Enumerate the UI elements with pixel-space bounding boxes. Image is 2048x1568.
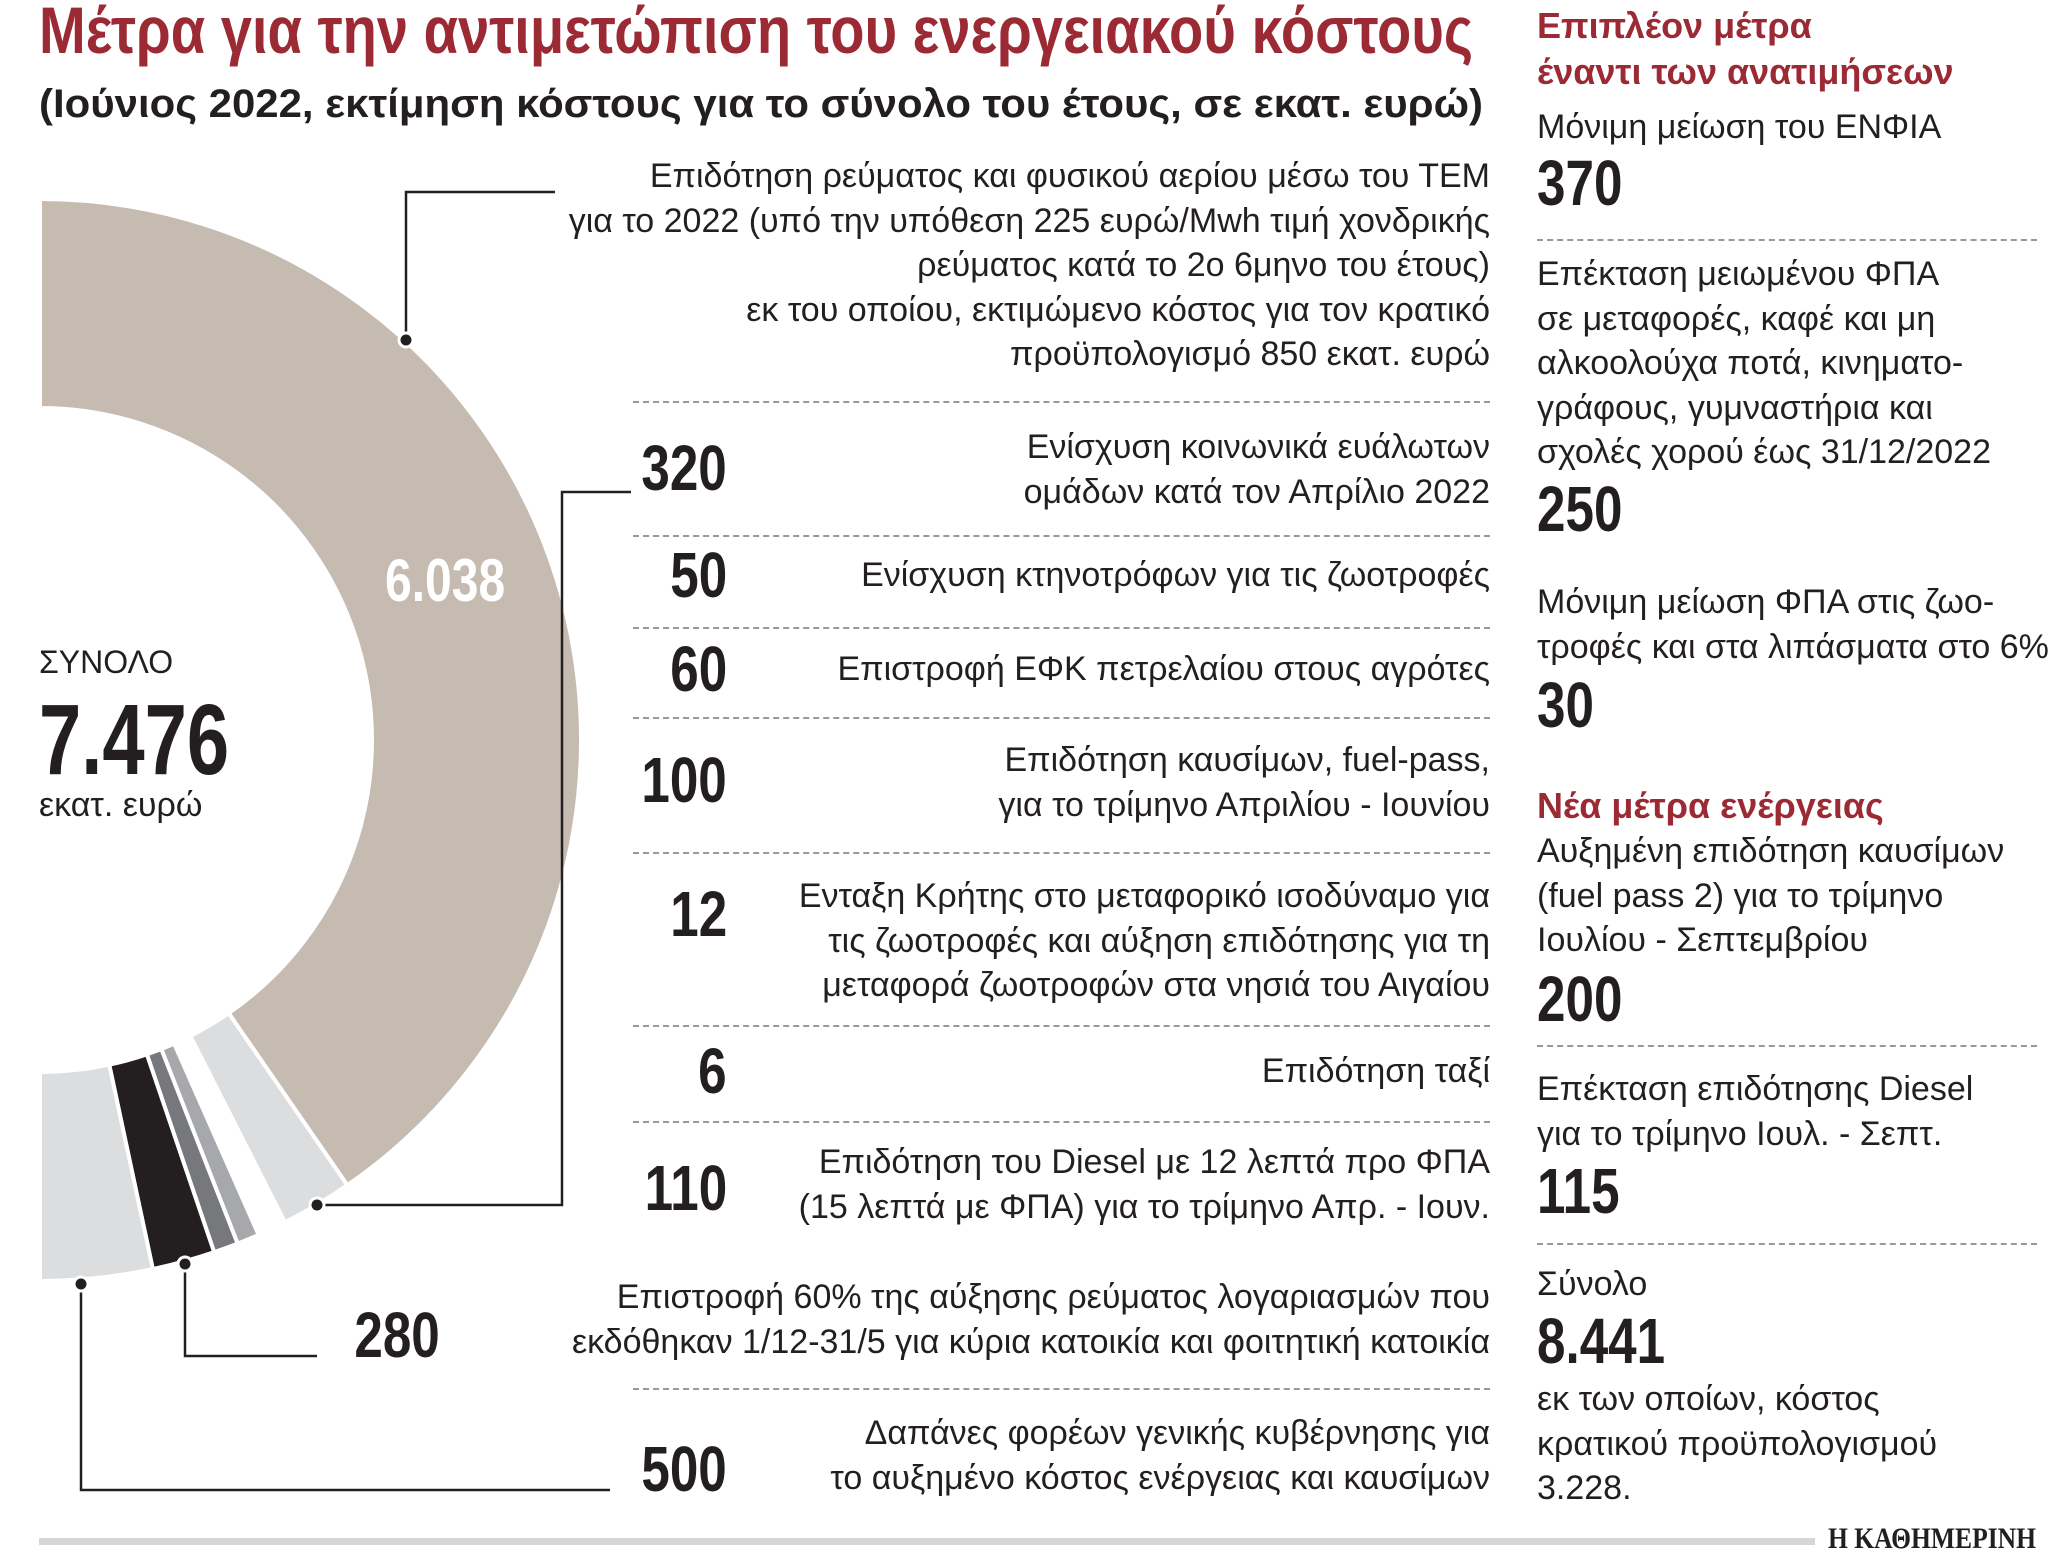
leader-320	[317, 490, 631, 1207]
slice-description: Επιστροφή 60% της αύξησης ρεύματος λογαρ…	[572, 1275, 1490, 1364]
brand-logo: Η ΚΑΘΗΜΕΡΙΝΗ	[1828, 1522, 2036, 1555]
divider	[633, 852, 1490, 854]
slice-label-6038: 6.038	[385, 547, 506, 614]
slice-description: Επιδότηση καυσίμων, fuel-pass, για το τρί…	[998, 738, 1490, 827]
sidebar-heading-2: Νέα μέτρα ενέργειας	[1537, 785, 1884, 826]
slice-value: 500	[641, 1433, 727, 1505]
sidebar-item-text: Μόνιμη μείωση του ΕΝΦΙΑ	[1537, 108, 1942, 146]
description-line: ομάδων κατά τον Απρίλιο 2022	[1023, 472, 1490, 511]
slice-value: 50	[670, 539, 727, 611]
description-line: Ενίσχυση κοινωνικά ευάλωτων	[1026, 428, 1490, 466]
sidebar-total-note: εκ των οποίων, κόστος κρατικού προϋπολογι…	[1537, 1380, 1938, 1507]
total-label: ΣΥΝΟΛΟ	[39, 644, 174, 680]
description-line: για το τρίμηνο Απριλίου - Ιουνίου	[998, 785, 1490, 824]
slice-description: Ενίσχυση κτηνοτρόφων για τις ζωοτροφές	[861, 553, 1490, 598]
slice-value: 280	[354, 1299, 440, 1371]
description-line: μεταφορά ζωοτροφών στα νησιά του Αιγαίου	[822, 966, 1490, 1004]
slice-description: Επιστροφή ΕΦΚ πετρελαίου στους αγρότες	[837, 647, 1490, 692]
divider	[633, 1025, 1490, 1027]
divider	[633, 717, 1490, 719]
description-line: τις ζωοτροφές και αύξηση επιδότησης για …	[828, 921, 1490, 960]
sidebar-item-text: Μόνιμη μείωση ΦΠΑ στις ζωο-τροφές και στ…	[1537, 583, 2048, 666]
slice-description: Επιδότηση του Diesel με 12 λεπτά προ ΦΠΑ…	[799, 1140, 1490, 1229]
slice-description: Ενίσχυση κοινωνικά ευάλωτων ομάδων κατά τ…	[1024, 425, 1490, 514]
description-line: εκδόθηκαν 1/12-31/5 για κύρια κατοικία κ…	[571, 1322, 1490, 1361]
slice-value: 6	[698, 1035, 727, 1107]
description-line: Επιδότηση του Diesel με 12 λεπτά προ ΦΠΑ	[818, 1143, 1490, 1181]
sidebar-item-value: 370	[1537, 147, 1623, 219]
leader-dot	[176, 1255, 194, 1273]
description-line: Επιδότηση καυσίμων, fuel-pass,	[1004, 741, 1490, 779]
description-line: Ενίσχυση κτηνοτρόφων για τις ζωοτροφές	[861, 556, 1490, 594]
slice-value: 60	[670, 633, 727, 705]
footer-bar	[39, 1538, 1815, 1545]
sidebar-item-value: 200	[1537, 963, 1623, 1035]
description-line: προϋπολογισμό 850 εκατ. ευρώ	[1010, 335, 1490, 373]
description-line: το αυξημένο κόστος ενέργειας και καυσίμω…	[830, 1458, 1490, 1497]
leader-280	[183, 1264, 317, 1358]
description-line: εκ του οποίου, εκτιμώμενο κόστος για τον…	[746, 290, 1490, 329]
divider	[633, 627, 1490, 629]
sidebar-item-text: Επέκταση μειωμένου ΦΠΑ σε μεταφορές, καφέ…	[1537, 255, 1992, 471]
page-title: Μέτρα για την αντιμετώπιση του ενεργειακ…	[39, 0, 1473, 67]
divider	[1537, 1045, 2037, 1047]
description-line: Επιστροφή ΕΦΚ πετρελαίου στους αγρότες	[837, 650, 1490, 688]
slice-description: Δαπάνες φορέων γενικής κυβέρνησης για το …	[830, 1411, 1490, 1500]
sidebar-item-value: 115	[1537, 1155, 1620, 1227]
page-subtitle: (Ιούνιος 2022, εκτίμηση κόστους για το σ…	[39, 82, 1483, 126]
slice-description: Επιδότηση ταξί	[1262, 1049, 1490, 1094]
sidebar-item-text: Επέκταση επιδότησης Diesel για το τρίμηνο…	[1537, 1070, 1974, 1153]
sidebar-item-value: 250	[1537, 473, 1623, 545]
sidebar-item-text: Αυξημένη επιδότηση καυσίμων (fuel pass 2)…	[1537, 832, 2005, 959]
leader-dot	[72, 1275, 90, 1293]
description-line: Επιδότηση ταξί	[1261, 1052, 1490, 1090]
divider	[1537, 239, 2037, 241]
leader-dot	[308, 1196, 326, 1214]
slice-value: 110	[644, 1152, 727, 1224]
description-line: Δαπάνες φορέων γενικής κυβέρνησης για	[864, 1414, 1490, 1452]
sidebar-total-value: 8.441	[1537, 1305, 1666, 1377]
description-line: για το 2022 (υπό την υπόθεση 225 ευρώ/Mw…	[568, 201, 1490, 240]
divider	[633, 1388, 1490, 1390]
slice-value: 320	[641, 432, 727, 504]
slice-description: Ενταξη Κρήτης στο μεταφορικό ισοδύναμο γ…	[799, 874, 1490, 1008]
leader-500	[79, 1284, 610, 1492]
description-line: Επιδότηση ρεύματος και φυσικού αερίου μέ…	[649, 157, 1490, 195]
total-value: 7.476	[39, 684, 230, 796]
slice-value: 12	[670, 878, 727, 950]
description-line: Επιστροφή 60% της αύξησης ρεύματος λογαρ…	[616, 1278, 1490, 1316]
description-line: Ενταξη Κρήτης στο μεταφορικό ισοδύναμο γ…	[798, 877, 1490, 915]
description-line: ρεύματος κατά το 2ο 6μηνο του έτους)	[917, 246, 1490, 284]
donut-slice-500	[38, 1062, 156, 1284]
leader-dot	[397, 331, 415, 349]
leader-6038	[404, 190, 555, 340]
divider	[633, 401, 1490, 403]
sidebar-heading-1b: έναντι των ανατιμήσεων	[1537, 51, 1954, 92]
description-line: (15 λεπτά με ΦΠΑ) για το τρίμηνο Απρ. - …	[798, 1187, 1490, 1226]
divider	[633, 1121, 1490, 1123]
divider	[633, 535, 1490, 537]
slice-value: 100	[641, 744, 727, 816]
sidebar-heading-1: Επιπλέον μέτρα	[1537, 5, 1812, 46]
sidebar-total-label: Σύνολο	[1537, 1265, 1648, 1303]
total-unit: εκατ. ευρώ	[39, 786, 203, 824]
sidebar-item-value: 30	[1537, 669, 1594, 741]
slice-description: Επιδότηση ρεύματος και φυσικού αερίου μέ…	[569, 154, 1490, 377]
divider	[1537, 1243, 2037, 1245]
